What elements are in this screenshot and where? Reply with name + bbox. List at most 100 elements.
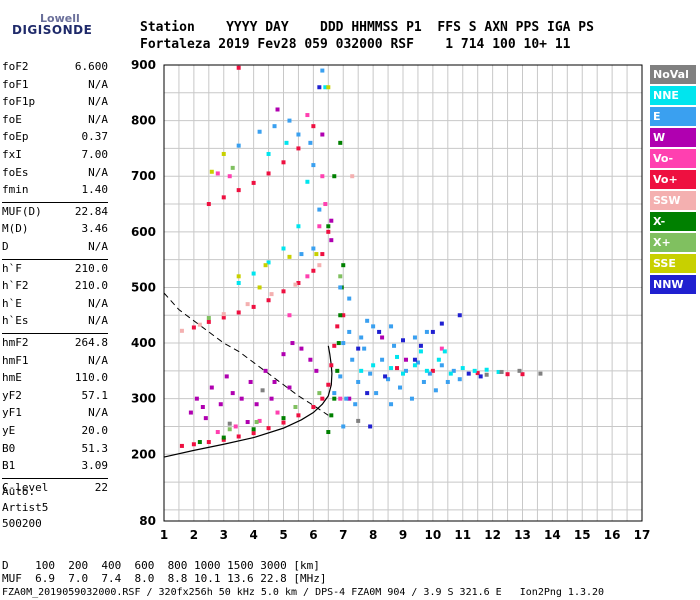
param-row-fof2: foF2 6.600 (2, 60, 108, 77)
echo-point-e (341, 424, 346, 429)
echo-point-w (314, 368, 319, 373)
param-name: yF2 (2, 388, 22, 402)
echo-point-nne (371, 363, 376, 368)
echo-point-e (257, 129, 262, 134)
echo-point-vo (320, 396, 325, 401)
dashed-reference-curve (163, 292, 329, 416)
echo-point-nne (305, 179, 310, 184)
echo-point-nnw (368, 424, 373, 429)
param-name: foF1p (2, 95, 36, 109)
echo-point-vo (191, 442, 196, 447)
echo-point-x (281, 416, 286, 421)
echo-point-vo (338, 396, 343, 401)
echo-point-nne (460, 366, 465, 371)
param-name: foEs (2, 165, 29, 179)
echo-point-vo (317, 224, 322, 229)
echo-point-vo (227, 174, 232, 179)
echo-point-nne (418, 349, 423, 354)
param-value: 7.00 (81, 148, 109, 161)
echo-point-vo (191, 325, 196, 330)
echo-point-w (239, 396, 244, 401)
echo-point-vo (206, 319, 211, 324)
x-tick-label: 17 (634, 528, 651, 542)
logo-digisonde: DIGISONDE (12, 23, 93, 37)
echo-point-vo (323, 202, 328, 207)
legend-item-sse: SSE (650, 254, 696, 273)
echo-point-w (329, 218, 334, 223)
echo-point-vo (287, 313, 292, 318)
footer-info: FZA0M_2019059032000.RSF / 320fx256h 50 k… (2, 587, 605, 598)
echo-point-nne (266, 151, 271, 156)
echo-point-noval (260, 388, 265, 393)
param-row-b0: B0 51.3 (2, 442, 108, 459)
echo-point-e (359, 335, 364, 340)
param-row-md: M(D) 3.46 (2, 222, 108, 239)
echo-point-x (206, 316, 211, 321)
x-tick-label: 10 (425, 528, 442, 542)
param-name: hmE (2, 371, 22, 385)
echo-point-w (209, 385, 214, 390)
echo-point-vo (221, 195, 226, 200)
x-tick-label: 7 (339, 528, 347, 542)
param-row-hes: h`Es N/A (2, 314, 108, 331)
echo-point-ssw (293, 282, 298, 287)
param-row-he: h`E N/A (2, 297, 108, 314)
echo-point-noval (538, 371, 543, 376)
param-name: B0 (2, 441, 16, 455)
param-value: N/A (88, 240, 108, 253)
echo-point-e (356, 379, 361, 384)
param-name: foEp (2, 130, 29, 144)
x-tick-label: 15 (574, 528, 591, 542)
echo-point-vo (475, 371, 480, 376)
echo-point-e (409, 396, 414, 401)
echo-point-nnw (377, 329, 382, 334)
param-name: MUF(D) (2, 204, 42, 218)
echo-point-e (368, 371, 373, 376)
echo-point-sse (326, 85, 331, 90)
echo-point-x (227, 427, 232, 432)
autoscale-label: Auto: (2, 485, 36, 498)
echo-point-x (332, 174, 337, 179)
legend-item-x: X+ (650, 233, 696, 252)
param-value: N/A (88, 296, 108, 310)
echo-point-e (272, 124, 277, 129)
echo-point-vo (206, 440, 211, 445)
param-name: M(D) (2, 222, 29, 236)
param-value: 6.600 (74, 60, 108, 73)
legend-item-noval: NoVal (650, 65, 696, 84)
echo-point-nnw (383, 374, 388, 379)
plot-frame (163, 64, 643, 522)
echo-point-e (371, 324, 376, 329)
echo-point-sse (221, 151, 226, 156)
echo-point-vo (332, 343, 337, 348)
legend-item-e: E (650, 107, 696, 126)
param-row-ye: yE 20.0 (2, 424, 108, 441)
param-value: 3.46 (81, 222, 109, 236)
param-value: N/A (88, 95, 108, 109)
echo-point-w (194, 396, 199, 401)
echo-point-x (251, 427, 256, 432)
echo-point-noval (227, 421, 232, 426)
echo-point-e (412, 335, 417, 340)
echo-point-vo (395, 366, 400, 371)
echo-point-x (326, 224, 331, 229)
echo-point-nne (389, 366, 394, 371)
y-tick-label: 300 (131, 392, 156, 406)
echo-point-ssw (269, 292, 274, 297)
echo-point-w (380, 335, 385, 340)
echo-point-w (230, 391, 235, 396)
param-row-fmin: fmin 1.40 (2, 183, 108, 200)
echo-point-vo (439, 346, 444, 351)
echo-point-e (317, 207, 322, 212)
header-values: Fortaleza 2019 Fev28 059 032000 RSF 1 71… (140, 37, 571, 52)
electron-density-profile (163, 345, 333, 458)
echo-point-vo (281, 160, 286, 165)
logo-lowell: Lowell (40, 12, 80, 25)
echo-point-vo (266, 298, 271, 303)
echo-point-nnw (412, 357, 417, 362)
echo-point-vo (236, 310, 241, 315)
param-value: 1.40 (81, 183, 109, 197)
param-row-hf: h`F 210.0 (2, 262, 108, 279)
echo-point-nne (448, 371, 453, 376)
echo-point-vo (236, 434, 241, 439)
